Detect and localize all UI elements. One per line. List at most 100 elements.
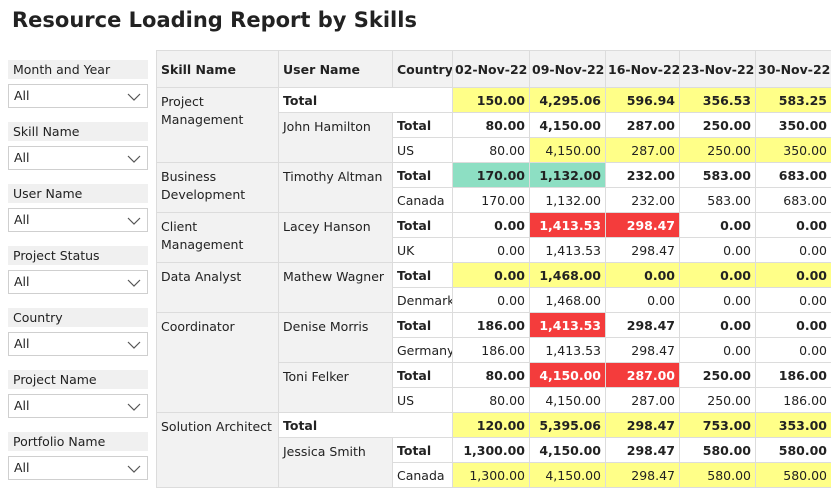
- value-cell: 4,150.00: [530, 463, 606, 488]
- value-cell: 80.00: [453, 138, 530, 163]
- value-cell: 0.00: [680, 338, 756, 363]
- value-cell: 232.00: [606, 163, 680, 188]
- value-cell: 1,413.53: [530, 338, 606, 363]
- column-header[interactable]: User Name: [279, 51, 393, 88]
- total-label: Total: [393, 263, 453, 288]
- total-label: Total: [393, 213, 453, 238]
- arrow-shape: [128, 404, 140, 410]
- dropdown-arrow: [127, 279, 141, 287]
- value-cell: 0.00: [453, 288, 530, 313]
- value-cell: 4,295.06: [530, 88, 606, 113]
- column-header[interactable]: 23-Nov-22: [680, 51, 756, 88]
- filter-value: All: [14, 88, 30, 103]
- value-cell: 596.94: [606, 88, 680, 113]
- value-cell: 583.00: [680, 163, 756, 188]
- dropdown-arrow: [127, 217, 141, 225]
- total-label: Total: [393, 113, 453, 138]
- arrow-shape: [128, 218, 140, 224]
- filter-label: Skill Name: [8, 122, 148, 141]
- filter-label: Project Name: [8, 370, 148, 389]
- user-name: Lacey Hanson: [279, 213, 393, 263]
- value-cell: 1,413.53: [530, 213, 606, 238]
- value-cell: 298.47: [606, 238, 680, 263]
- value-cell: 583.25: [756, 88, 831, 113]
- filter-label: Project Status: [8, 246, 148, 265]
- arrow-shape: [128, 94, 140, 100]
- value-cell: 80.00: [453, 363, 530, 388]
- value-cell: 0.00: [453, 263, 530, 288]
- value-cell: 0.00: [680, 238, 756, 263]
- user-name: Toni Felker: [279, 363, 393, 413]
- value-cell: 4,150.00: [530, 138, 606, 163]
- filter-dropdown[interactable]: All: [8, 84, 148, 108]
- value-cell: 186.00: [453, 338, 530, 363]
- value-cell: 0.00: [453, 213, 530, 238]
- filter-dropdown[interactable]: All: [8, 456, 148, 480]
- filter-value: All: [14, 336, 30, 351]
- column-header[interactable]: 30-Nov-22: [756, 51, 831, 88]
- value-cell: 753.00: [680, 413, 756, 438]
- value-cell: 0.00: [680, 213, 756, 238]
- value-cell: 356.53: [680, 88, 756, 113]
- value-cell: 0.00: [756, 288, 831, 313]
- filter-dropdown[interactable]: All: [8, 270, 148, 294]
- value-cell: 4,150.00: [530, 113, 606, 138]
- value-cell: 120.00: [453, 413, 530, 438]
- value-cell: 0.00: [756, 263, 831, 288]
- filter: Skill Name All: [8, 122, 148, 184]
- column-header[interactable]: Country: [393, 51, 453, 88]
- value-cell: 5,395.06: [530, 413, 606, 438]
- value-cell: 250.00: [680, 363, 756, 388]
- dropdown-arrow: [127, 155, 141, 163]
- column-header[interactable]: 09-Nov-22: [530, 51, 606, 88]
- column-header[interactable]: 16-Nov-22: [606, 51, 680, 88]
- filter: User Name All: [8, 184, 148, 246]
- filter-value: All: [14, 274, 30, 289]
- value-cell: 580.00: [756, 438, 831, 463]
- value-cell: 0.00: [756, 213, 831, 238]
- filter-dropdown[interactable]: All: [8, 146, 148, 170]
- column-header[interactable]: 02-Nov-22: [453, 51, 530, 88]
- skill-name: Business Development: [157, 163, 279, 213]
- arrow-shape: [128, 466, 140, 472]
- value-cell: 186.00: [756, 388, 831, 413]
- value-cell: 80.00: [453, 113, 530, 138]
- total-label: Total: [393, 163, 453, 188]
- value-cell: 683.00: [756, 188, 831, 213]
- total-label: Total: [393, 363, 453, 388]
- filter-label: Country: [8, 308, 148, 327]
- value-cell: 170.00: [453, 188, 530, 213]
- value-cell: 298.47: [606, 313, 680, 338]
- value-cell: 0.00: [680, 263, 756, 288]
- filter-value: All: [14, 150, 30, 165]
- country-name: Germany: [393, 338, 453, 363]
- value-cell: 0.00: [453, 238, 530, 263]
- value-cell: 580.00: [680, 438, 756, 463]
- value-cell: 1,468.00: [530, 288, 606, 313]
- total-label: Total: [393, 438, 453, 463]
- value-cell: 350.00: [756, 138, 831, 163]
- value-cell: 298.47: [606, 213, 680, 238]
- value-cell: 353.00: [756, 413, 831, 438]
- arrow-shape: [128, 342, 140, 348]
- country-name: UK: [393, 238, 453, 263]
- filter-dropdown[interactable]: All: [8, 208, 148, 232]
- filter: Country All: [8, 308, 148, 370]
- country-name: Canada: [393, 188, 453, 213]
- filter-value: All: [14, 398, 30, 413]
- filter-dropdown[interactable]: All: [8, 332, 148, 356]
- country-name: US: [393, 138, 453, 163]
- value-cell: 4,150.00: [530, 438, 606, 463]
- filter-label: User Name: [8, 184, 148, 203]
- column-header[interactable]: Skill Name: [157, 51, 279, 88]
- skill-name: Data Analyst: [157, 263, 279, 313]
- value-cell: 298.47: [606, 413, 680, 438]
- filter-dropdown[interactable]: All: [8, 394, 148, 418]
